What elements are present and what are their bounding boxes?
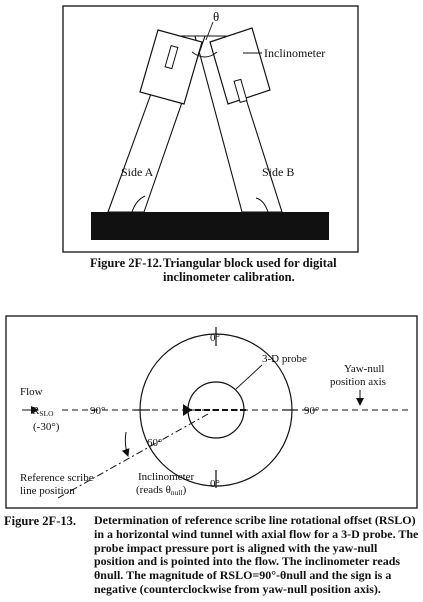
- reference-scribe-label-line2: line position: [20, 485, 75, 497]
- inclinometer-reading-label-line1: Inclinometer: [138, 471, 195, 483]
- degree-label-top: 0°: [210, 332, 220, 344]
- reference-scribe-label-line1: Reference scribe: [20, 472, 94, 484]
- side-a-label: Side A: [121, 165, 154, 179]
- sixty-degree-arrow: [121, 431, 130, 457]
- base-angle-arc-right: [255, 197, 269, 213]
- figure-12-caption-text: Triangular block used for digital inclin…: [163, 256, 337, 284]
- figure-12-frame: [62, 5, 359, 253]
- triangle-side-b: [194, 35, 283, 213]
- figure-13-frame: [5, 315, 418, 509]
- inclinometer-label: Inclinometer: [264, 46, 325, 60]
- flow-label: Flow: [20, 386, 43, 398]
- degree-label-right: 90°: [304, 405, 319, 417]
- degree-label-bottom: 0°: [210, 478, 220, 490]
- side-b-label: Side B: [262, 165, 294, 179]
- figure-13-caption-text: Determination of reference scribe line r…: [94, 513, 419, 596]
- black-base-block: [91, 212, 329, 240]
- probe-port-marker: [183, 404, 192, 416]
- probe-leader: [235, 364, 263, 390]
- reference-scribe-line: [57, 413, 209, 499]
- inclinometer-reading-label-line2: (reads θnull): [136, 484, 187, 497]
- inclinometer-block-left: [139, 29, 203, 105]
- theta-leader: [205, 21, 214, 41]
- rslo-value-label: (-30°): [33, 421, 60, 433]
- yaw-null-label-line1: Yaw-null: [344, 363, 384, 375]
- base-angle-arc-left: [131, 195, 146, 213]
- apex-angle-arc: [191, 51, 218, 58]
- theta-label: θ: [213, 9, 219, 24]
- inclinometer-block-right: [209, 27, 271, 105]
- figure-13-caption-number: Figure 2F-13.: [4, 514, 76, 528]
- yaw-null-label-line2: position axis: [330, 376, 386, 388]
- sixty-degree-label: 60°: [147, 437, 162, 449]
- probe-label: 3-D probe: [262, 353, 307, 365]
- degree-label-left: 90°: [90, 405, 105, 417]
- figure-12-caption-number: Figure 2F-12.: [90, 256, 162, 270]
- rslo-label: RSLO: [32, 405, 54, 418]
